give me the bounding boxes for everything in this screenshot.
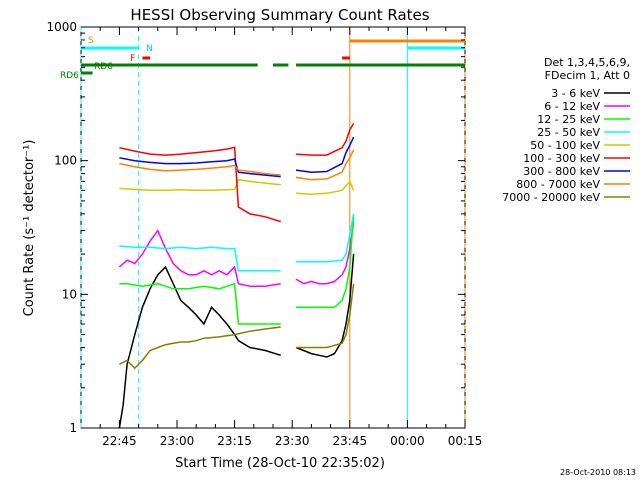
- legend-label-800-7000-kev: 800 - 7000 keV: [516, 178, 600, 191]
- series-50-100-kev-line-1: [295, 180, 355, 196]
- series-3-6-kev-line-1: [295, 254, 355, 358]
- series-50-100-kev-line-0: [119, 178, 281, 192]
- x-tick-label: 22:45: [102, 434, 137, 448]
- legend-label-3-6-kev: 3 - 6 keV: [551, 87, 600, 100]
- series-12-25-kev-line-0: [119, 282, 281, 325]
- bar-label-rd6-upper: RD6: [94, 62, 113, 72]
- series-12-25-kev-line-1: [296, 213, 355, 309]
- x-tick-label: 23:30: [275, 434, 310, 448]
- series-7000-20000-kev-line-0: [119, 326, 281, 370]
- series-800-7000-kev-line-1: [295, 149, 355, 181]
- series-100-300-kev-line-1: [295, 123, 355, 156]
- series-300-800-kev-line-1: [295, 136, 355, 173]
- bar-label-rd6-lower: RD6: [60, 71, 79, 81]
- legend-label-50-100-kev: 50 - 100 keV: [530, 139, 600, 152]
- x-tick-label: 00:00: [390, 434, 425, 448]
- x-tick-label: 00:15: [448, 434, 483, 448]
- bar-label-s: S: [88, 36, 94, 46]
- series-800-7000-kev-line-0: [119, 162, 281, 176]
- bar-label-f: F: [130, 54, 135, 64]
- y-tick-label: 100: [54, 154, 77, 168]
- series-7000-20000-kev-line-1: [296, 283, 355, 349]
- series-6-12-kev-line-1: [295, 221, 355, 285]
- footer-timestamp: 28-Oct-2010 08:13: [560, 468, 636, 477]
- legend-label-300-800-kev: 300 - 800 keV: [523, 165, 600, 178]
- legend-label-6-12-kev: 6 - 12 keV: [544, 100, 600, 113]
- series-100-300-kev-line-0: [119, 146, 281, 223]
- plot-lines: [80, 27, 466, 428]
- legend-label-12-25-kev: 12 - 25 keV: [537, 113, 600, 126]
- x-tick-label: 23:15: [217, 434, 252, 448]
- legend-label-100-300-kev: 100 - 300 keV: [523, 152, 600, 165]
- x-tick-label: 23:00: [160, 434, 195, 448]
- legend-title-line-1: Det 1,3,4,5,6,9,: [544, 56, 630, 69]
- y-tick-label: 1: [69, 421, 77, 435]
- y-axis-label: Count Rate (s⁻¹ detector⁻¹): [22, 140, 37, 317]
- y-tick-label: 10: [62, 287, 77, 301]
- x-axis-label: Start Time (28-Oct-10 22:35:02): [175, 456, 385, 471]
- series-300-800-kev-line-0: [119, 157, 281, 178]
- series-25-50-kev-line-1: [296, 213, 355, 263]
- series-6-12-kev-line-0: [118, 229, 281, 287]
- legend-title-line-2: FDecim 1, Att 0: [545, 69, 630, 82]
- y-tick-label: 1000: [46, 20, 77, 34]
- series-25-50-kev-line-0: [119, 245, 281, 272]
- series-layer: [118, 123, 355, 429]
- legend-label-25-50-kev: 25 - 50 keV: [537, 126, 600, 139]
- axes: 1 10 100 1000 22:45 23:00 23:15 23:30 23:45 00:00…: [46, 20, 482, 448]
- legend-label-7000-20000-kev: 7000 - 20000 keV: [502, 191, 600, 204]
- chart-title: HESSI Observing Summary Count Rates: [130, 6, 429, 24]
- bar-label-n: N: [146, 44, 153, 54]
- status-bars: [81, 39, 465, 75]
- series-3-6-kev-line-0: [118, 265, 281, 429]
- x-tick-label: 23:45: [333, 434, 368, 448]
